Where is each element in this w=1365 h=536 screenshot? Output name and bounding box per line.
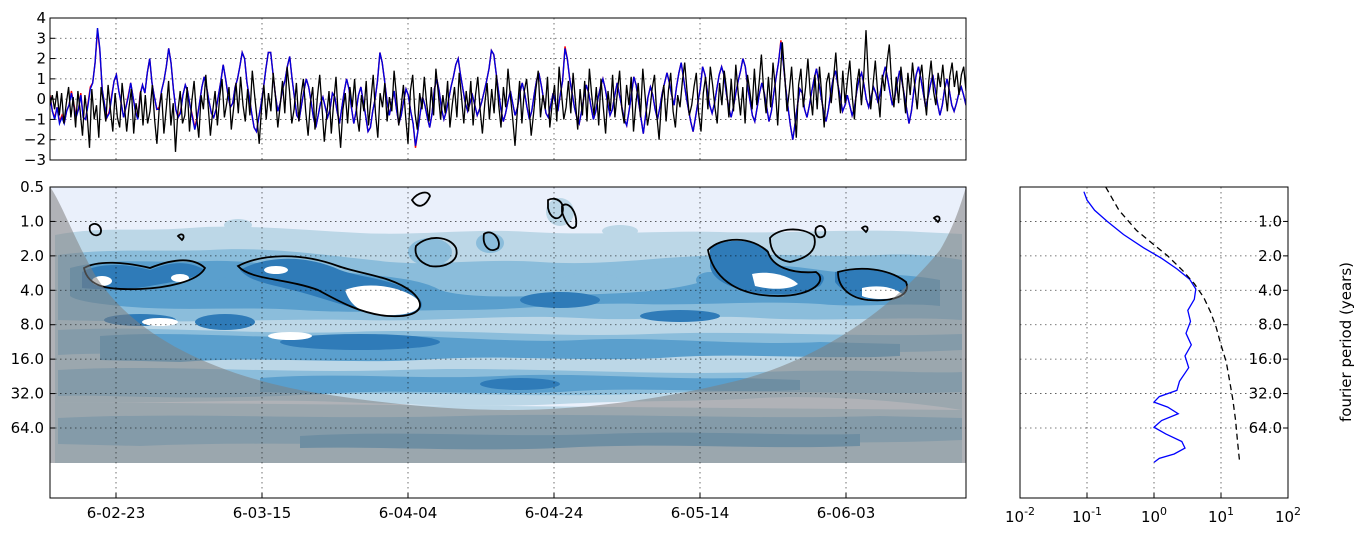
timeseries-panel: 4 3 2 1 0 −1 −2 −3 (24, 9, 967, 169)
timeseries-y-tick-label: −1 (24, 110, 46, 128)
spectrum-y-tick-label: 16.0 (1249, 350, 1282, 368)
wavelet-y-tick-label: 8.0 (20, 316, 44, 334)
timeseries-series-2 (50, 30, 966, 152)
spectrum-y-tick-label: 4.0 (1258, 281, 1282, 299)
wavelet-x-tick-label: 6-06-03 (817, 504, 876, 522)
spectrum-series-0 (1083, 191, 1197, 463)
spectrum-x-tick-label: 10-2 (1005, 505, 1035, 526)
spectrum-frame (1019, 186, 1289, 499)
wavelet-y-tick-label: 4.0 (20, 281, 44, 299)
wavelet-y-tick-label: 0.5 (20, 178, 44, 196)
wavelet-power-panel: 0.5 1.0 2.0 4.0 8.0 16.0 32.0 64.0 6-02-23 6-03-… (11, 178, 967, 522)
timeseries-frame (49, 17, 967, 161)
spectrum-x-tick-label: 100 (1141, 505, 1167, 526)
timeseries-series-1 (50, 28, 966, 146)
wavelet-x-axis: 6-02-23 6-03-15 6-04-04 6-04-24 6-05-14 6-06-… (87, 493, 876, 522)
spectrum-y-tick-label: 1.0 (1258, 212, 1282, 230)
timeseries-y-tick-label: −3 (24, 151, 46, 169)
wavelet-x-tick-label: 6-04-04 (379, 504, 438, 522)
spectrum-y-tick-label: 64.0 (1249, 419, 1282, 437)
timeseries-y-tick-label: 0 (36, 90, 46, 108)
wavelet-y-tick-label: 2.0 (20, 247, 44, 265)
wavelet-x-tick-label: 6-04-24 (525, 504, 584, 522)
wavelet-x-tick-label: 6-02-23 (87, 504, 146, 522)
timeseries-y-tick-label: 1 (36, 70, 46, 88)
wavelet-y-tick-label: 16.0 (11, 350, 44, 368)
spectrum-y-tick-label: 8.0 (1258, 316, 1282, 334)
spectrum-y-tick-label: 2.0 (1258, 247, 1282, 265)
wavelet-y-axis: 0.5 1.0 2.0 4.0 8.0 16.0 32.0 64.0 (11, 178, 55, 437)
global-spectrum-panel: 10-2 10-1 100 101 102 1.0 2.0 4.0 8.0 16.0 32.0 64… (1005, 186, 1355, 526)
wavelet-contours (50, 187, 966, 463)
wavelet-y-tick-label: 32.0 (11, 385, 44, 403)
wavelet-x-tick-label: 6-03-15 (233, 504, 292, 522)
timeseries-y-tick-label: 3 (36, 29, 46, 47)
wavelet-frame (49, 186, 967, 499)
wavelet-x-tick-label: 6-05-14 (671, 504, 730, 522)
wavelet-y-tick-label: 64.0 (11, 419, 44, 437)
cone-of-influence (50, 187, 966, 463)
wavelet-y-tick-label: 1.0 (20, 212, 44, 230)
power-level-5 (92, 266, 904, 340)
spectrum-series-1 (1105, 187, 1241, 463)
spectrum-y-label: fourier period (years) (1337, 262, 1355, 422)
timeseries-y-tick-label: 4 (36, 9, 46, 27)
spectrum-y-axis: 1.0 2.0 4.0 8.0 16.0 32.0 64.0 (1249, 212, 1288, 437)
significance-contours (82, 191, 941, 318)
wavelet-grid (50, 187, 966, 498)
spectrum-x-tick-label: 101 (1208, 505, 1234, 526)
timeseries-y-axis: 4 3 2 1 0 −1 −2 −3 (24, 9, 55, 169)
spectrum-x-tick-label: 102 (1275, 505, 1301, 526)
spectrum-y-tick-label: 32.0 (1249, 385, 1282, 403)
spectrum-x-axis: 10-2 10-1 100 101 102 (1005, 493, 1301, 526)
spectrum-grid (1020, 187, 1288, 498)
spectrum-x-tick-label: 10-1 (1072, 505, 1102, 526)
timeseries-y-tick-label: −2 (24, 131, 46, 149)
timeseries-y-tick-label: 2 (36, 50, 46, 68)
spectrum-lines (1083, 187, 1241, 463)
timeseries-lines (50, 28, 966, 152)
